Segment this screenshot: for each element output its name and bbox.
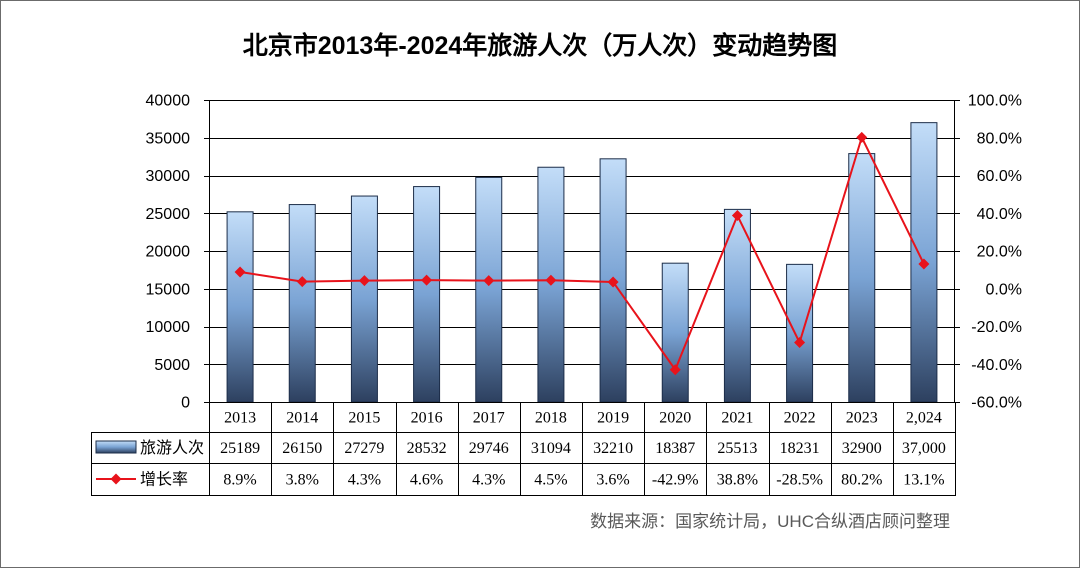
table-year-cell: 2019 [597,410,629,427]
table-year-cell: 2018 [535,410,567,427]
table-visits-cell: 32900 [842,440,882,457]
table-growth-cell: 4.5% [534,472,567,489]
table-visits-cell: 27279 [344,440,384,457]
legend-label-visits: 旅游人次 [140,439,204,457]
table-year-cell: 2016 [411,410,443,427]
visits-bar [226,211,254,403]
table-growth-cell: 13.1% [903,472,944,489]
table-growth-cell: -42.9% [652,472,699,489]
table-visits-cell: 29746 [469,440,509,457]
y2-tick-label: -60.0% [971,395,1022,412]
y2-tick-label: 60.0% [977,168,1022,185]
data-table: 旅游人次 增长率 2013 25189 8.9% 2014 26150 3.8% 2015 2… [91,402,956,496]
table-year-cell: 2015 [348,410,380,427]
growth-rate-marker [483,275,495,287]
table-visits-cell: 28532 [407,440,447,457]
legend-bar-swatch [95,440,137,454]
table-growth-cell: 4.3% [348,472,381,489]
table-year-cell: 2013 [224,410,256,427]
chart-title: 北京市2013年-2024年旅游人次（万人次）变动趋势图 [243,31,838,60]
table-year-cell: 2017 [473,410,505,427]
visits-bar [723,208,751,403]
legend-cell-growth: 增长率 [96,471,188,489]
primary-y-axis: 0 5000 10000 15000 20000 25000 30000 35000 40000 [146,93,209,412]
growth-rate-marker [607,276,619,288]
y-tick-label: 0 [181,395,190,412]
legend-label-growth: 增长率 [140,471,188,489]
growth-rate-series [234,131,930,376]
y-tick-label: 10000 [146,319,191,336]
y-tick-label: 25000 [146,206,191,223]
table-year-cell: 2020 [659,410,691,427]
growth-rate-marker [794,337,806,349]
y2-tick-label: 0.0% [986,281,1022,298]
growth-rate-marker [731,210,743,222]
visits-bar [413,186,441,403]
table-visits-cell: 18387 [655,440,695,457]
table-growth-cell: 38.8% [717,472,758,489]
table-growth-cell: 3.6% [596,472,629,489]
table-year-cell: 2,024 [906,410,942,427]
table-visits-cell: 25189 [220,440,260,457]
y-tick-label: 40000 [146,93,191,110]
y2-tick-label: 20.0% [977,244,1022,261]
growth-rate-marker [856,131,868,143]
visits-bar [475,176,503,403]
visits-bar [786,263,814,403]
table-growth-cell: -28.5% [776,472,823,489]
table-year-cell: 2021 [721,410,753,427]
growth-rate-marker [545,274,557,286]
y2-tick-label: 80.0% [977,130,1022,147]
growth-rate-marker [358,275,370,287]
y-tick-label: 15000 [146,281,191,298]
legend-diamond-marker [110,473,122,485]
table-growth-cell: 4.3% [472,472,505,489]
y2-tick-label: -20.0% [971,319,1022,336]
growth-rate-marker [421,274,433,286]
y-tick-label: 5000 [154,357,190,374]
table-visits-cell: 25513 [717,440,757,457]
table-visits-cell: 37,000 [902,440,946,457]
visits-bar [350,195,378,403]
table-growth-cell: 3.8% [286,472,319,489]
visits-bar [661,262,689,403]
growth-rate-marker [918,258,930,270]
y-tick-label: 20000 [146,244,191,261]
table-year-cell: 2014 [286,410,318,427]
table-visits-cell: 31094 [531,440,571,457]
y2-tick-label: 40.0% [977,206,1022,223]
growth-rate-marker [234,266,246,278]
growth-rate-marker [296,276,308,288]
y-tick-label: 30000 [146,168,191,185]
y-tick-label: 35000 [146,130,191,147]
table-visits-cell: 26150 [282,440,322,457]
table-growth-cell: 4.6% [410,472,443,489]
growth-rate-marker [669,364,681,376]
secondary-y-axis: -60.0% -40.0% -20.0% 0.0% 20.0% 40.0% 60.0% 80.… [955,93,1022,412]
y2-tick-label: 100.0% [968,93,1022,110]
legend-cell-visits: 旅游人次 [95,439,204,457]
table-year-cell: 2022 [784,410,816,427]
y2-tick-label: -40.0% [971,357,1022,374]
table-year-cell: 2023 [846,410,878,427]
table-visits-cell: 32210 [593,440,633,457]
table-growth-cell: 8.9% [223,472,256,489]
growth-rate-line [239,136,925,371]
table-visits-cell: 18231 [780,440,820,457]
visits-bar [848,153,876,403]
source-note: 数据来源：国家统计局，UHC合纵酒店顾问整理 [590,512,950,531]
visits-bar [288,204,316,403]
table-growth-cell: 80.2% [841,472,882,489]
